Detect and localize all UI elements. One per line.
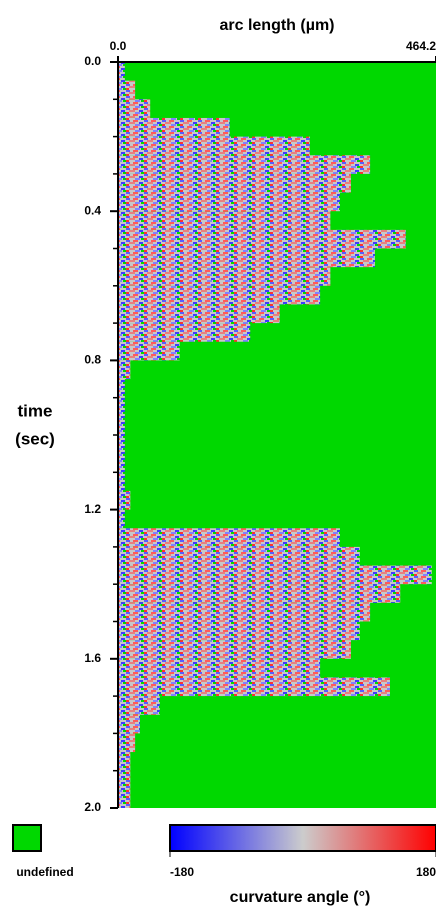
heatmap-row [118,341,180,361]
heatmap-row [118,490,131,510]
heatmap-row [118,267,331,286]
heatmap-row [118,565,432,585]
heatmap-row [118,248,375,268]
heatmap-row [118,62,125,81]
y-axis-label: (sec) [15,429,55,448]
y-tick-label: 1.2 [84,502,101,516]
heatmap-row [118,397,125,417]
heatmap-row [118,360,131,380]
undefined-label: undefined [16,865,73,879]
heatmap-row [118,80,136,100]
heatmap-row [118,770,131,790]
heatmap-row [118,173,351,193]
heatmap-row [118,136,310,156]
heatmap-row [118,435,125,454]
x-tick-label: 0.0 [110,39,127,53]
heatmap-row [118,677,390,697]
heatmap-row [118,379,125,398]
heatmap-row [118,584,401,603]
colorbar [169,824,436,852]
heatmap-row [118,192,340,212]
heatmap-row [118,509,125,529]
x-tick-label: 464.2 [406,39,436,53]
heatmap-row [118,416,125,435]
heatmap-row [118,621,360,641]
heatmap-row [118,211,331,230]
heatmap-row [118,546,360,566]
heatmap-row [118,640,351,659]
heatmap-row [118,285,321,305]
heatmap-row [118,789,131,808]
heatmap-row [118,155,371,174]
y-tick-label: 0.0 [84,54,101,68]
heatmap-row [118,528,340,547]
undefined-swatch [12,824,42,852]
heatmap-row [118,696,160,715]
heatmap-row [118,99,151,118]
y-axis-label: time [18,401,53,420]
y-tick-label: 1.6 [84,651,101,665]
chart-title: arc length (µm) [219,17,334,34]
heatmap-row [118,453,125,473]
heatmap-row [118,733,136,753]
heatmap-row [118,752,131,771]
colorbar-label: curvature angle (°) [230,889,371,906]
heatmap-row [118,304,280,324]
heatmap-row [118,323,251,342]
colorbar-tick-label: 180 [416,865,436,879]
heatmap-row [118,602,371,622]
y-tick-label: 2.0 [84,800,101,814]
y-tick-label: 0.4 [84,203,101,217]
heatmap-row [118,658,321,678]
heatmap-row [118,714,140,734]
y-tick-label: 0.8 [84,353,101,367]
heatmap-row [118,229,406,249]
heatmap-row [118,472,125,491]
heatmap-row [118,117,230,137]
colorbar-tick-label: -180 [170,865,194,879]
